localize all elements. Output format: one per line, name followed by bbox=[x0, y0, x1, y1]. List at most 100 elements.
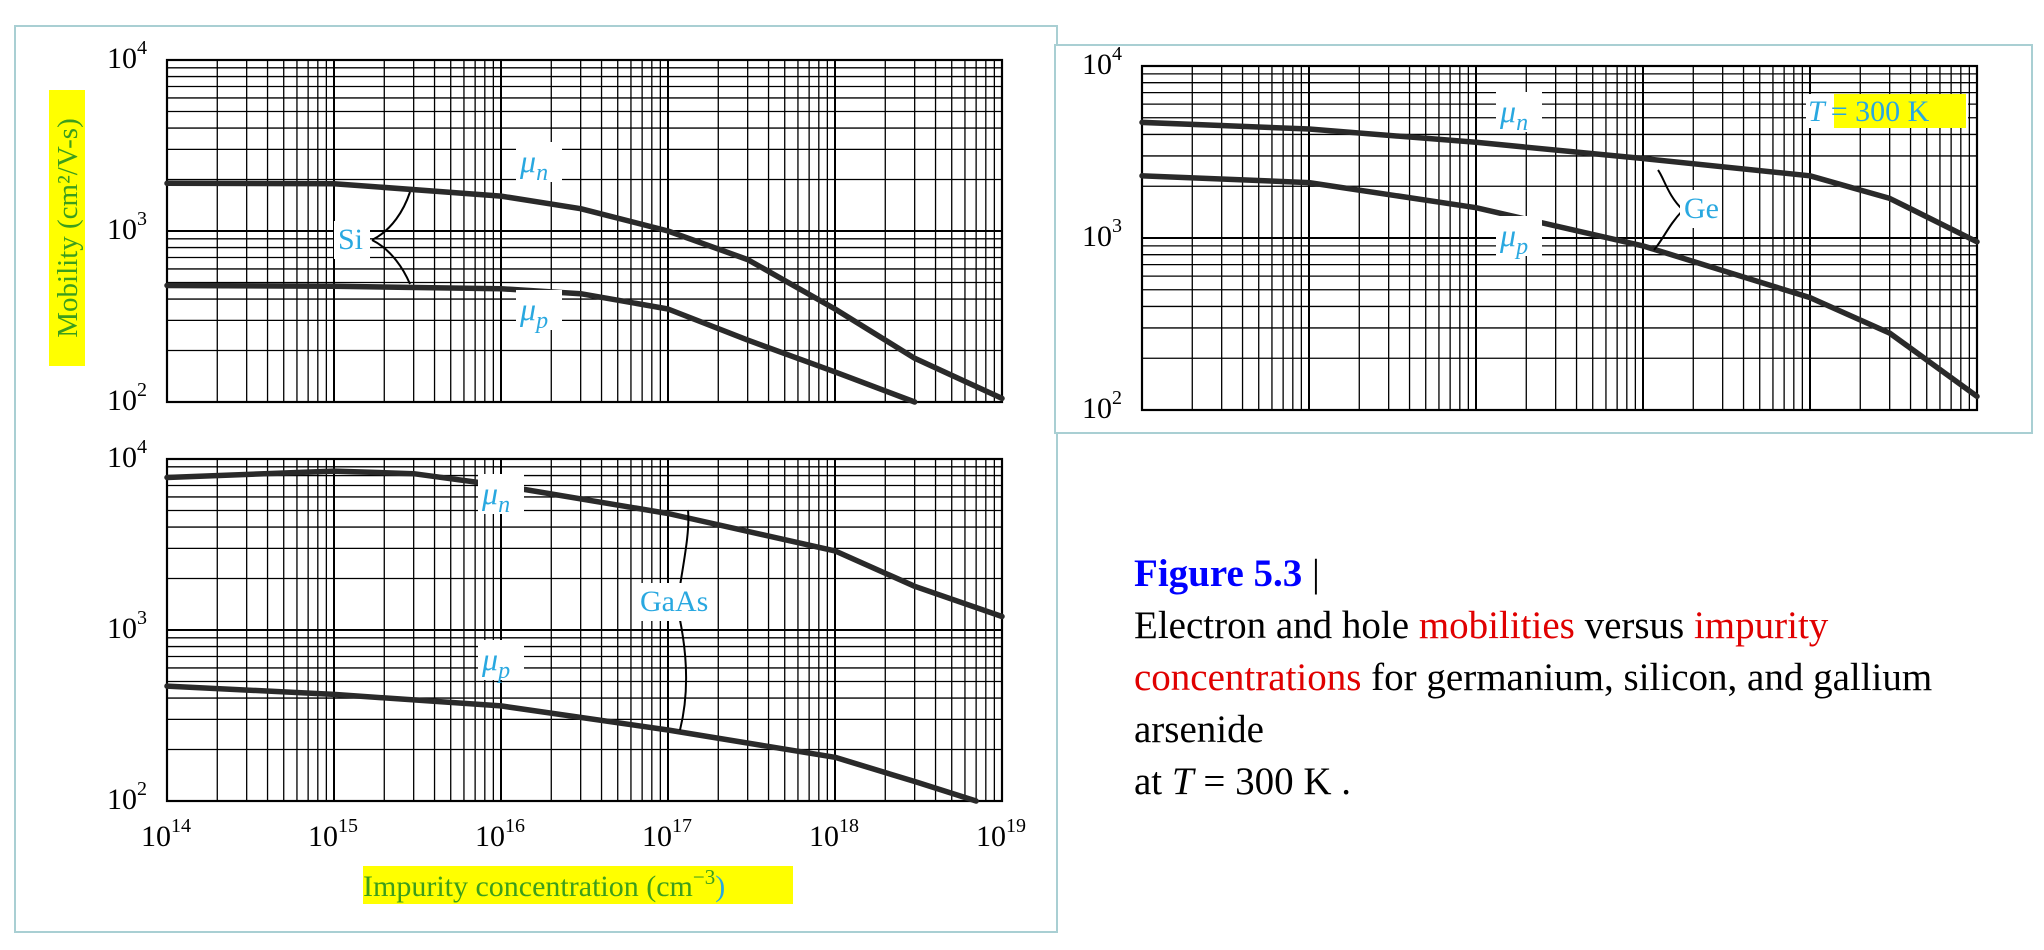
material-connector bbox=[679, 509, 690, 731]
caption-text-5: = 300 K . bbox=[1193, 760, 1352, 803]
x-tick-base: 10 bbox=[642, 820, 672, 853]
mu-label-bg bbox=[478, 474, 524, 514]
y-axis-label-highlight bbox=[49, 90, 85, 366]
x-tick-exponent: 19 bbox=[1006, 815, 1026, 837]
caption-text-4: at bbox=[1134, 760, 1172, 803]
y-tick-label: 102 bbox=[107, 379, 147, 417]
y-tick-exponent: 4 bbox=[137, 436, 147, 458]
y-tick-exponent: 4 bbox=[1112, 43, 1122, 65]
y-tick-exponent: 3 bbox=[137, 208, 147, 230]
y-tick-base: 10 bbox=[107, 384, 137, 417]
y-axis-label: Mobility (cm²/V-s) bbox=[52, 118, 84, 337]
mu-subscript: n bbox=[536, 160, 548, 186]
mu-label-bg bbox=[478, 640, 524, 680]
material-label-bg bbox=[636, 583, 716, 621]
y-tick-exponent: 3 bbox=[1112, 215, 1122, 237]
x-tick-exponent: 18 bbox=[839, 815, 859, 837]
curve-gaas-mu-n bbox=[164, 468, 1005, 620]
mu-p-label: μp bbox=[519, 291, 548, 334]
material-connector bbox=[371, 191, 411, 285]
mu-subscript: p bbox=[534, 308, 548, 334]
x-tick-base: 10 bbox=[475, 820, 505, 853]
caption-text-3: for germanium, silicon, and gallium arse… bbox=[1134, 656, 1933, 751]
y-tick-exponent: 2 bbox=[1112, 387, 1122, 409]
caption-text-2: versus bbox=[1574, 604, 1694, 647]
caption-text-1: Electron and hole bbox=[1134, 604, 1419, 647]
x-tick-label: 1014 bbox=[141, 815, 191, 853]
y-tick-base: 10 bbox=[1082, 392, 1112, 425]
plot-frame bbox=[1140, 64, 1979, 412]
temperature-label-highlight bbox=[1834, 94, 1966, 128]
x-tick-label: 1016 bbox=[475, 815, 525, 853]
mu-subscript: p bbox=[1514, 234, 1528, 260]
plot-frame bbox=[165, 58, 1004, 404]
x-axis-label-main: Impurity concentration (cm bbox=[363, 870, 693, 903]
mu-subscript: n bbox=[1516, 110, 1528, 136]
caption-separator: | bbox=[1302, 552, 1320, 595]
y-tick-exponent: 2 bbox=[137, 778, 147, 800]
curve-gaas-mu-p bbox=[164, 683, 979, 804]
mu-subscript: p bbox=[496, 658, 510, 684]
mu-symbol: μ bbox=[481, 475, 498, 511]
y-tick-label: 104 bbox=[107, 436, 147, 474]
mu-label-bg bbox=[1496, 216, 1542, 256]
x-axis-label: Impurity concentration (cm−3) bbox=[363, 865, 725, 903]
curve-si-mu-p bbox=[164, 282, 918, 405]
mu-p-label: μp bbox=[1499, 217, 1528, 260]
x-tick-label: 1017 bbox=[642, 815, 692, 853]
caption-temperature-line: at T = 300 K . bbox=[1134, 756, 1934, 808]
material-label: Ge bbox=[1684, 192, 1719, 225]
material-label-bg bbox=[334, 221, 370, 259]
y-tick-exponent: 3 bbox=[137, 607, 147, 629]
x-tick-exponent: 14 bbox=[171, 815, 191, 837]
x-tick-label: 1018 bbox=[809, 815, 859, 853]
x-tick-exponent: 15 bbox=[338, 815, 358, 837]
material-label: GaAs bbox=[640, 585, 708, 618]
y-tick-label: 102 bbox=[107, 778, 147, 816]
curve-si-mu-n bbox=[164, 180, 1005, 402]
curve-ge-mu-p bbox=[1139, 173, 1980, 400]
x-tick-label: 1015 bbox=[308, 815, 358, 853]
y-tick-base: 10 bbox=[107, 612, 137, 645]
mu-n-label: μn bbox=[1499, 93, 1528, 136]
caption-temperature-symbol: T bbox=[1171, 760, 1194, 803]
x-axis-label-highlight bbox=[363, 866, 793, 904]
mu-symbol: μ bbox=[1499, 93, 1516, 129]
temperature-label: T = 300 K bbox=[1808, 95, 1930, 128]
y-tick-exponent: 4 bbox=[137, 37, 147, 59]
mu-symbol: μ bbox=[519, 143, 536, 179]
y-tick-base: 10 bbox=[107, 42, 137, 75]
y-tick-label: 104 bbox=[107, 37, 147, 75]
temperature-symbol: T bbox=[1808, 95, 1827, 128]
material-connector bbox=[1653, 169, 1684, 251]
x-axis-label-close: ) bbox=[715, 870, 725, 903]
x-tick-base: 10 bbox=[976, 820, 1006, 853]
material-label-bg bbox=[1680, 190, 1722, 228]
mu-label-bg bbox=[1496, 92, 1542, 132]
mu-symbol: μ bbox=[1499, 217, 1516, 253]
mu-p-label: μp bbox=[481, 641, 510, 684]
y-tick-label: 103 bbox=[1082, 215, 1122, 253]
y-tick-label: 103 bbox=[107, 607, 147, 645]
mu-symbol: μ bbox=[519, 291, 536, 327]
x-tick-label: 1019 bbox=[976, 815, 1026, 853]
y-tick-exponent: 2 bbox=[137, 379, 147, 401]
curve-ge-mu-n bbox=[1139, 119, 1980, 245]
y-tick-base: 10 bbox=[107, 213, 137, 246]
x-tick-base: 10 bbox=[308, 820, 338, 853]
mu-label-bg bbox=[516, 142, 562, 182]
y-tick-base: 10 bbox=[107, 441, 137, 474]
x-tick-base: 10 bbox=[809, 820, 839, 853]
mu-n-label: μn bbox=[519, 143, 548, 186]
caption-title: Figure 5.3 bbox=[1134, 552, 1303, 595]
caption-title-line: Figure 5.3 | bbox=[1134, 548, 1934, 600]
x-tick-exponent: 16 bbox=[505, 815, 525, 837]
y-tick-base: 10 bbox=[107, 783, 137, 816]
y-tick-base: 10 bbox=[1082, 48, 1112, 81]
caption-body: Electron and hole mobilities versus impu… bbox=[1134, 600, 1934, 756]
x-tick-exponent: 17 bbox=[672, 815, 692, 837]
temperature-value: = 300 K bbox=[1831, 95, 1930, 128]
mu-n-label: μn bbox=[481, 475, 510, 518]
